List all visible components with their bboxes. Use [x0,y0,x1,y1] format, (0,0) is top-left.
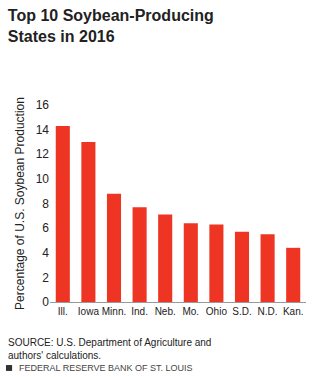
svg-text:0: 0 [42,295,49,309]
svg-text:Percentage of U.S. Soybean Pro: Percentage of U.S. Soybean Production [13,97,27,310]
svg-text:Minn.: Minn. [102,306,126,317]
svg-text:Ill.: Ill. [58,306,68,317]
svg-text:Kan.: Kan. [283,306,304,317]
svg-text:10: 10 [36,172,50,186]
svg-text:6: 6 [42,221,49,235]
svg-text:Ohio: Ohio [206,306,228,317]
svg-text:N.D.: N.D. [258,306,278,317]
svg-text:14: 14 [36,123,50,137]
svg-text:8: 8 [42,197,49,211]
svg-text:4: 4 [42,246,49,260]
svg-text:FEDERAL RESERVE BANK OF ST. LO: FEDERAL RESERVE BANK OF ST. LOUIS [19,363,193,373]
svg-text:Mo.: Mo. [182,306,199,317]
svg-text:16: 16 [36,98,50,112]
svg-text:Top 10 Soybean-ProducingStates: Top 10 Soybean-ProducingStates in 2016 [8,7,214,45]
svg-text:Neb.: Neb. [155,306,176,317]
svg-text:Iowa: Iowa [78,306,100,317]
svg-text:S.D.: S.D. [232,306,251,317]
svg-text:SOURCE: U.S. Department of Agr: SOURCE: U.S. Department of Agriculture a… [8,337,211,361]
svg-text:12: 12 [36,147,50,161]
svg-text:Ind.: Ind. [131,306,148,317]
svg-text:2: 2 [42,271,49,285]
